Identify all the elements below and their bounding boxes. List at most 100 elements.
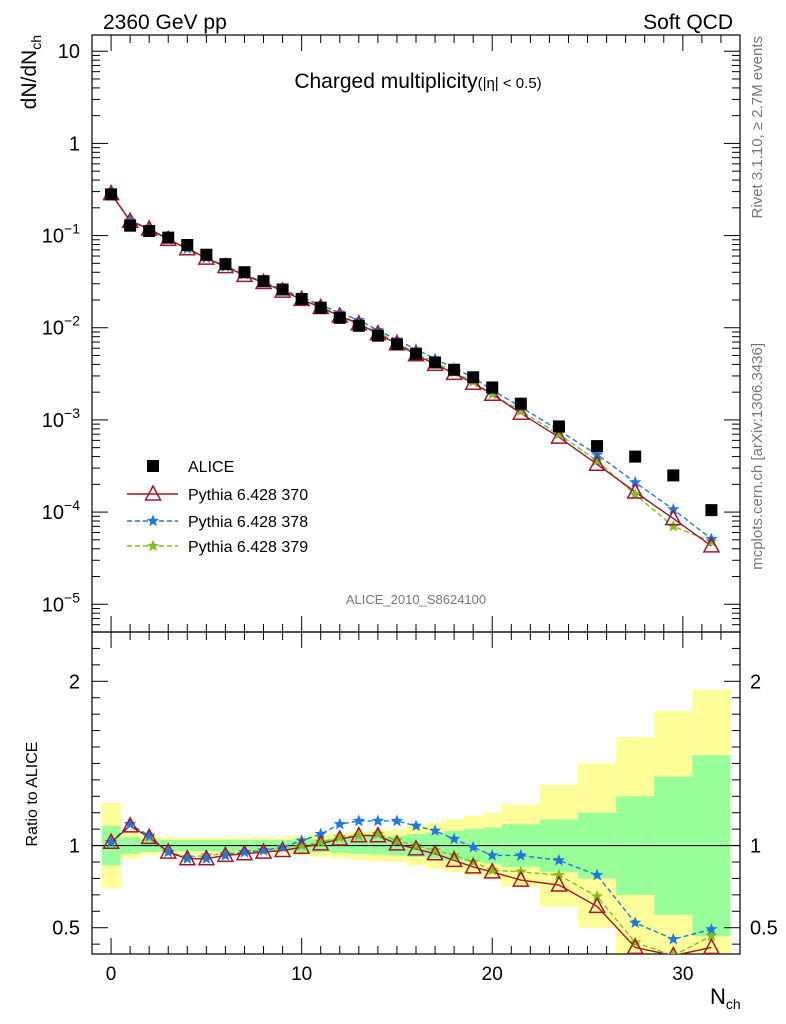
data-point bbox=[664, 509, 683, 526]
alice-data-point bbox=[276, 283, 289, 296]
ratio-point bbox=[552, 853, 566, 866]
alice-data-point bbox=[591, 440, 604, 453]
alice-data-point bbox=[390, 338, 403, 351]
legend-marker bbox=[146, 539, 160, 552]
alice-data-point bbox=[333, 311, 346, 324]
alice-data-point bbox=[486, 381, 499, 394]
ratio-point bbox=[200, 852, 213, 864]
data-point bbox=[626, 482, 644, 499]
alice-data-point bbox=[448, 363, 461, 376]
alice-data-point bbox=[429, 356, 442, 369]
ratio-point bbox=[352, 814, 365, 827]
data-point bbox=[667, 519, 680, 532]
data-point bbox=[629, 475, 642, 488]
alice-data-point bbox=[352, 319, 365, 332]
ratio-point bbox=[371, 814, 385, 827]
alice-data-point bbox=[467, 371, 480, 384]
chart-title-text: Charged multiplicity bbox=[294, 70, 478, 93]
ratio-point bbox=[514, 848, 527, 861]
alice-data-point bbox=[371, 329, 384, 342]
ratio-point bbox=[409, 819, 423, 832]
ratio-ylabel: Ratio to ALICE bbox=[24, 742, 41, 847]
data-point bbox=[352, 313, 365, 326]
ratio-point bbox=[254, 842, 273, 859]
ratio-point bbox=[181, 852, 194, 864]
legend-marker bbox=[147, 460, 159, 472]
ratio-point bbox=[352, 829, 365, 841]
alice-data-point bbox=[200, 248, 213, 261]
ratio-point bbox=[314, 835, 327, 848]
data-point bbox=[629, 488, 642, 500]
ratio-point bbox=[333, 817, 346, 830]
y-tick-label: 10−5 bbox=[42, 589, 80, 616]
main-plot: 10 1 10−1 10−2 10−3 10−4 10−5 bbox=[42, 34, 741, 954]
alice-data-point bbox=[181, 239, 194, 252]
ratio-point bbox=[428, 824, 442, 836]
ratio-point bbox=[626, 937, 644, 954]
ratio-point bbox=[407, 839, 425, 856]
legend-marker bbox=[144, 484, 162, 501]
ratio-point bbox=[292, 837, 311, 854]
y-tick-label: 10−3 bbox=[42, 405, 80, 432]
ratio-point bbox=[197, 849, 216, 866]
ratio-plot: 0 10 20 30 0.5 0.5 1 1 2 2 bbox=[52, 631, 778, 985]
main-ylabel-sub: ch bbox=[28, 35, 44, 50]
x-tick-label: 30 bbox=[672, 964, 693, 985]
ratio-point bbox=[512, 870, 530, 887]
ratio-point bbox=[667, 932, 680, 945]
data-point bbox=[371, 323, 385, 336]
ratio-point bbox=[371, 827, 385, 840]
alice-data-point bbox=[295, 293, 308, 306]
ratio-point bbox=[467, 855, 480, 868]
legend-label: ALICE bbox=[188, 459, 234, 476]
ratio-point bbox=[162, 845, 175, 858]
ratio-point bbox=[667, 949, 680, 954]
x-tick-label: 10 bbox=[291, 964, 312, 985]
analysis-label: ALICE_2010_S8624100 bbox=[346, 592, 486, 607]
legend-label: Pythia 6.428 378 bbox=[188, 514, 308, 531]
ratio-point bbox=[409, 839, 423, 851]
ratio-point bbox=[390, 834, 404, 846]
alice-data-point bbox=[238, 266, 251, 279]
ratio-series bbox=[102, 814, 721, 954]
ratio-point bbox=[445, 850, 463, 868]
main-ylabel: dN/dNch bbox=[18, 35, 44, 109]
data-point bbox=[486, 387, 499, 400]
ratio-y-tick-label: 2 bbox=[69, 671, 80, 693]
y-tick-label: 10−1 bbox=[42, 221, 80, 248]
ratio-point bbox=[590, 868, 604, 881]
ratio-point bbox=[588, 896, 606, 914]
header-left: 2360 GeV pp bbox=[103, 11, 227, 34]
ratio-point bbox=[467, 840, 480, 853]
alice-data-point bbox=[514, 397, 527, 410]
y-tick-label: 10−2 bbox=[42, 313, 80, 340]
ratio-point bbox=[295, 839, 308, 851]
alice-data-point bbox=[105, 188, 118, 201]
data-point bbox=[512, 403, 530, 421]
alice-data-point bbox=[552, 420, 565, 433]
y-tick-label: 10 bbox=[58, 41, 80, 63]
ratio-point bbox=[590, 890, 604, 902]
alice-data-point bbox=[219, 258, 232, 271]
ratio-point bbox=[102, 832, 120, 850]
ratio-point bbox=[104, 835, 118, 848]
ratio-point bbox=[143, 829, 156, 841]
alice-data-point bbox=[629, 450, 642, 463]
data-point bbox=[702, 536, 721, 553]
ratio-point bbox=[428, 844, 442, 856]
ratio-point bbox=[447, 832, 461, 845]
data-point bbox=[552, 427, 566, 440]
ratio-point bbox=[369, 826, 387, 843]
y-tick-label: 1 bbox=[69, 133, 80, 155]
ratio-point bbox=[629, 916, 642, 928]
ratio-point bbox=[123, 817, 137, 830]
legend-marker bbox=[146, 514, 160, 527]
data-point bbox=[550, 427, 568, 444]
chart-title: Charged multiplicity(|η| < 0.5) bbox=[294, 70, 541, 93]
ratio-point bbox=[447, 848, 461, 861]
x-axis-title-sub: ch bbox=[726, 996, 741, 1012]
main-ylabel-text: dN/dN bbox=[18, 50, 41, 110]
ratio-point bbox=[550, 875, 568, 892]
ratio-point bbox=[273, 840, 292, 858]
ratio-point bbox=[311, 834, 330, 851]
